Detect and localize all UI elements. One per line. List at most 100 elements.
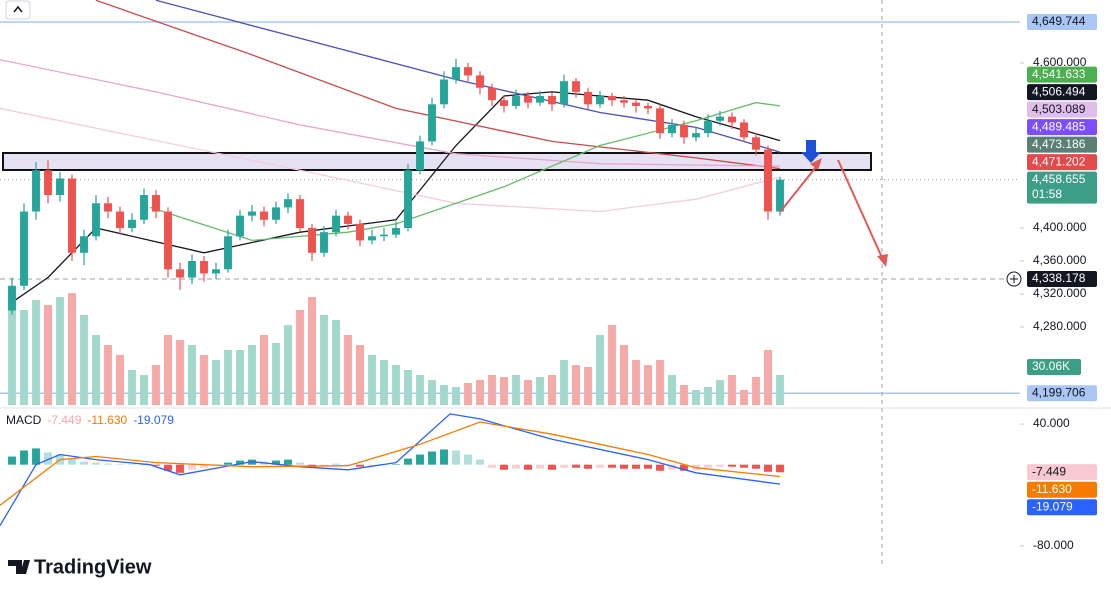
volume-bar <box>752 377 760 405</box>
candle-body <box>584 91 592 105</box>
macd-label-box <box>1027 464 1097 481</box>
axis-labels: 4,600.000 4,400.000 4,360.000 4,320.000 4,28… <box>6 13 1097 552</box>
candle-body <box>644 105 652 109</box>
candle-body <box>92 203 100 237</box>
candle-body <box>68 178 76 253</box>
candle-body <box>668 124 676 134</box>
candle-body <box>776 179 784 212</box>
macd-histogram-bar <box>188 464 196 470</box>
macd-label-box <box>1027 499 1097 516</box>
volume-bar <box>488 375 496 405</box>
volume-bar <box>188 345 196 405</box>
macd-histogram-bar <box>644 464 652 469</box>
candle-body <box>548 96 556 105</box>
candle-body <box>320 232 328 253</box>
candle-body <box>704 120 712 134</box>
volume-bar <box>428 380 436 405</box>
price-label: 4,338.178 <box>1032 271 1086 285</box>
macd-histogram-bar <box>740 464 748 468</box>
candle-body <box>128 219 136 229</box>
macd-histogram-bar <box>548 464 556 470</box>
volume-label-box <box>1027 358 1081 375</box>
candle-body <box>524 96 532 103</box>
macd-label: -7.449 <box>1032 464 1066 478</box>
y-tick-label: 4,320.000 <box>1033 286 1087 300</box>
macd-histogram-bar <box>296 462 304 465</box>
arrow-down <box>837 159 885 263</box>
macd-histogram-bar <box>176 464 184 473</box>
moving-average-line <box>95 0 781 170</box>
price-label: 4,473.186 <box>1032 137 1086 151</box>
candle-body <box>236 215 244 237</box>
down-marker <box>801 140 821 163</box>
volume-bar <box>728 375 736 405</box>
candle-body <box>308 228 316 253</box>
candle-body <box>464 67 472 76</box>
volume-bar <box>272 343 280 405</box>
macd-histogram-bar <box>164 464 172 471</box>
volume-bar <box>284 325 292 405</box>
candle-body <box>152 195 160 212</box>
candle-body <box>716 116 724 121</box>
macd-legend-value: -11.630 <box>87 413 127 427</box>
candle-body <box>632 102 640 106</box>
macd-histogram-bar <box>332 463 340 465</box>
volume-bar <box>356 345 364 405</box>
collapse-button[interactable] <box>5 0 31 20</box>
candle-body <box>512 96 520 106</box>
macd-histogram-bar <box>500 464 508 470</box>
price-label-box <box>1027 13 1097 30</box>
macd-histogram-bar <box>524 464 532 470</box>
volume-bar <box>308 297 316 405</box>
volume-bar <box>320 315 328 405</box>
macd-histogram-bar <box>752 464 760 469</box>
candle-body <box>164 211 172 270</box>
volume-bar <box>164 335 172 405</box>
macd-histogram-bar <box>764 464 772 472</box>
candle-body <box>692 133 700 138</box>
volume-bar <box>704 387 712 405</box>
macd-histogram-bar <box>104 463 112 465</box>
candle-body <box>500 100 508 106</box>
button-frame[interactable] <box>5 0 31 20</box>
candle-body <box>80 236 88 253</box>
volume-bar <box>200 355 208 405</box>
macd-histogram-bar <box>128 464 136 465</box>
macd-histogram-bar <box>284 459 292 465</box>
macd-histogram-bar <box>428 451 436 465</box>
volume-bar <box>524 380 532 405</box>
volume-bar <box>116 355 124 405</box>
candle-body <box>452 67 460 80</box>
macd-histogram-bar <box>680 464 688 471</box>
price-label: 4,458.655 <box>1032 172 1086 186</box>
macd-histogram-bar <box>152 464 160 466</box>
chevron-icon[interactable] <box>13 5 23 13</box>
volume-bar <box>92 335 100 405</box>
macd-histogram-bar <box>572 464 580 468</box>
candle-body <box>752 137 760 150</box>
volume-bar <box>296 310 304 405</box>
macd-histogram-bar <box>68 458 76 465</box>
macd-histogram-bar <box>584 464 592 469</box>
price-label: 4,649.744 <box>1032 14 1086 28</box>
volume-bar <box>452 387 460 405</box>
macd-histogram-bar <box>776 464 784 473</box>
price-label-box <box>1027 271 1097 288</box>
candle-body <box>104 203 112 212</box>
candle-body <box>56 178 64 196</box>
candle-body <box>332 215 340 233</box>
macd-histogram-bar <box>32 448 40 465</box>
arrow-up <box>779 161 821 213</box>
candle-body <box>368 236 376 241</box>
volume-bar <box>404 370 412 405</box>
moving-average-line <box>0 59 781 167</box>
volume-label: 30.06K <box>1032 359 1070 373</box>
volume-bar <box>8 295 16 405</box>
volume-bar <box>392 365 400 405</box>
price-label-box <box>1027 385 1097 402</box>
macd-histogram-bar <box>92 462 100 465</box>
moving-average-line <box>11 91 781 303</box>
candle-body <box>248 211 256 216</box>
volume-bar <box>548 375 556 405</box>
